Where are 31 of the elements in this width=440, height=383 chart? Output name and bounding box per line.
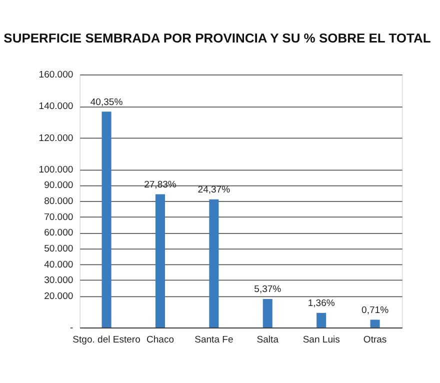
bar: [370, 320, 380, 328]
y-tick-label: 50.000: [44, 243, 74, 254]
y-tick-label: 60.000: [44, 228, 74, 239]
chart-title: SUPERFICIE SEMBRADA POR PROVINCIA Y SU % SOBRE EL TOTAL: [4, 30, 431, 46]
y-tick-label: 90.000: [44, 180, 74, 192]
x-tick-label: San Luis: [302, 334, 340, 346]
x-tick-label: Chaco: [146, 334, 174, 346]
bar: [102, 112, 112, 328]
x-tick-label: Otras: [363, 334, 387, 346]
bar: [262, 298, 272, 328]
y-tick-label: 20.000: [44, 290, 74, 302]
bar: [316, 312, 326, 328]
y-tick-label: 40.000: [44, 259, 74, 270]
annotation: 0,71%: [362, 304, 390, 316]
y-tick-label: 80.000: [44, 196, 74, 208]
y-tick-label: 100.000: [38, 164, 74, 176]
annotation: 40,35%: [90, 96, 124, 108]
bar: [155, 194, 165, 328]
annotation: 1,36%: [308, 298, 336, 309]
y-tick-label: 30.000: [44, 275, 74, 286]
y-tick-label: 120.000: [38, 132, 74, 144]
bar: [209, 199, 219, 328]
annotation: 24,37%: [198, 184, 231, 196]
annotation: 5,37%: [254, 284, 282, 296]
x-tick-label: Salta: [256, 334, 280, 346]
y-tick-label: -: [70, 322, 74, 334]
y-tick-label: 140.000: [38, 101, 74, 112]
y-tick-label: 160.000: [38, 70, 74, 81]
y-tick-label: 70.000: [44, 212, 74, 223]
x-tick-label: Santa Fe: [194, 334, 234, 346]
x-tick-label: Stgo. del Estero: [72, 334, 140, 346]
